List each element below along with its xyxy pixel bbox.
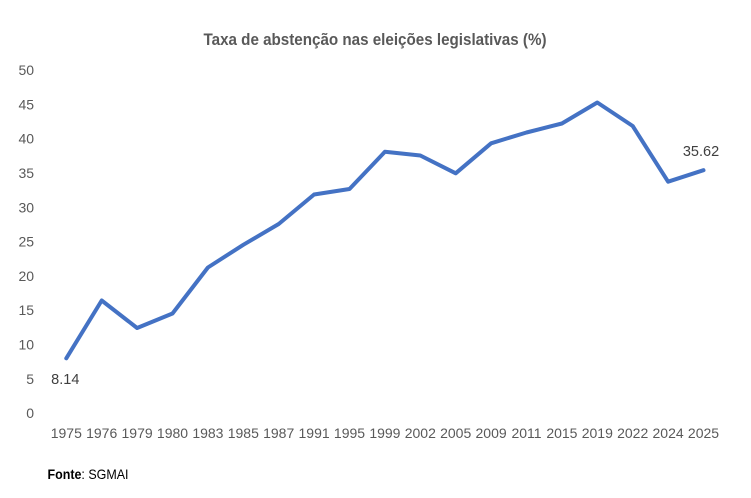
- svg-text:25: 25: [19, 234, 35, 250]
- svg-text:10: 10: [19, 337, 35, 353]
- svg-text:45: 45: [19, 96, 35, 112]
- svg-text:Fonte: SGMAI: Fonte: SGMAI: [48, 466, 129, 482]
- svg-text:2015: 2015: [546, 425, 577, 441]
- svg-text:2002: 2002: [405, 425, 436, 441]
- svg-text:1979: 1979: [122, 425, 153, 441]
- svg-text:35: 35: [19, 165, 35, 181]
- svg-text:1991: 1991: [299, 425, 330, 441]
- svg-text:2025: 2025: [688, 425, 719, 441]
- svg-text:2019: 2019: [582, 425, 613, 441]
- svg-text:2005: 2005: [440, 425, 471, 441]
- svg-text:2024: 2024: [653, 425, 684, 441]
- svg-text:1999: 1999: [369, 425, 400, 441]
- svg-text:30: 30: [19, 199, 35, 215]
- svg-text:1995: 1995: [334, 425, 365, 441]
- svg-text:40: 40: [19, 131, 35, 147]
- svg-text:35.62: 35.62: [683, 144, 719, 160]
- svg-text:2022: 2022: [617, 425, 648, 441]
- svg-text:5: 5: [26, 371, 34, 387]
- svg-text:1980: 1980: [157, 425, 188, 441]
- svg-text:Taxa de abstenção nas eleições: Taxa de abstenção nas eleições legislati…: [204, 31, 547, 49]
- svg-text:0: 0: [26, 405, 34, 421]
- svg-text:2009: 2009: [476, 425, 507, 441]
- svg-text:15: 15: [19, 302, 35, 318]
- svg-text:8.14: 8.14: [51, 372, 79, 388]
- svg-text:1983: 1983: [192, 425, 223, 441]
- svg-text:20: 20: [19, 268, 35, 284]
- svg-text:1975: 1975: [51, 425, 82, 441]
- svg-text:2011: 2011: [511, 425, 541, 441]
- svg-text:1987: 1987: [263, 425, 294, 441]
- svg-text:50: 50: [19, 62, 35, 78]
- svg-text:1985: 1985: [228, 425, 259, 441]
- svg-text:1976: 1976: [86, 425, 117, 441]
